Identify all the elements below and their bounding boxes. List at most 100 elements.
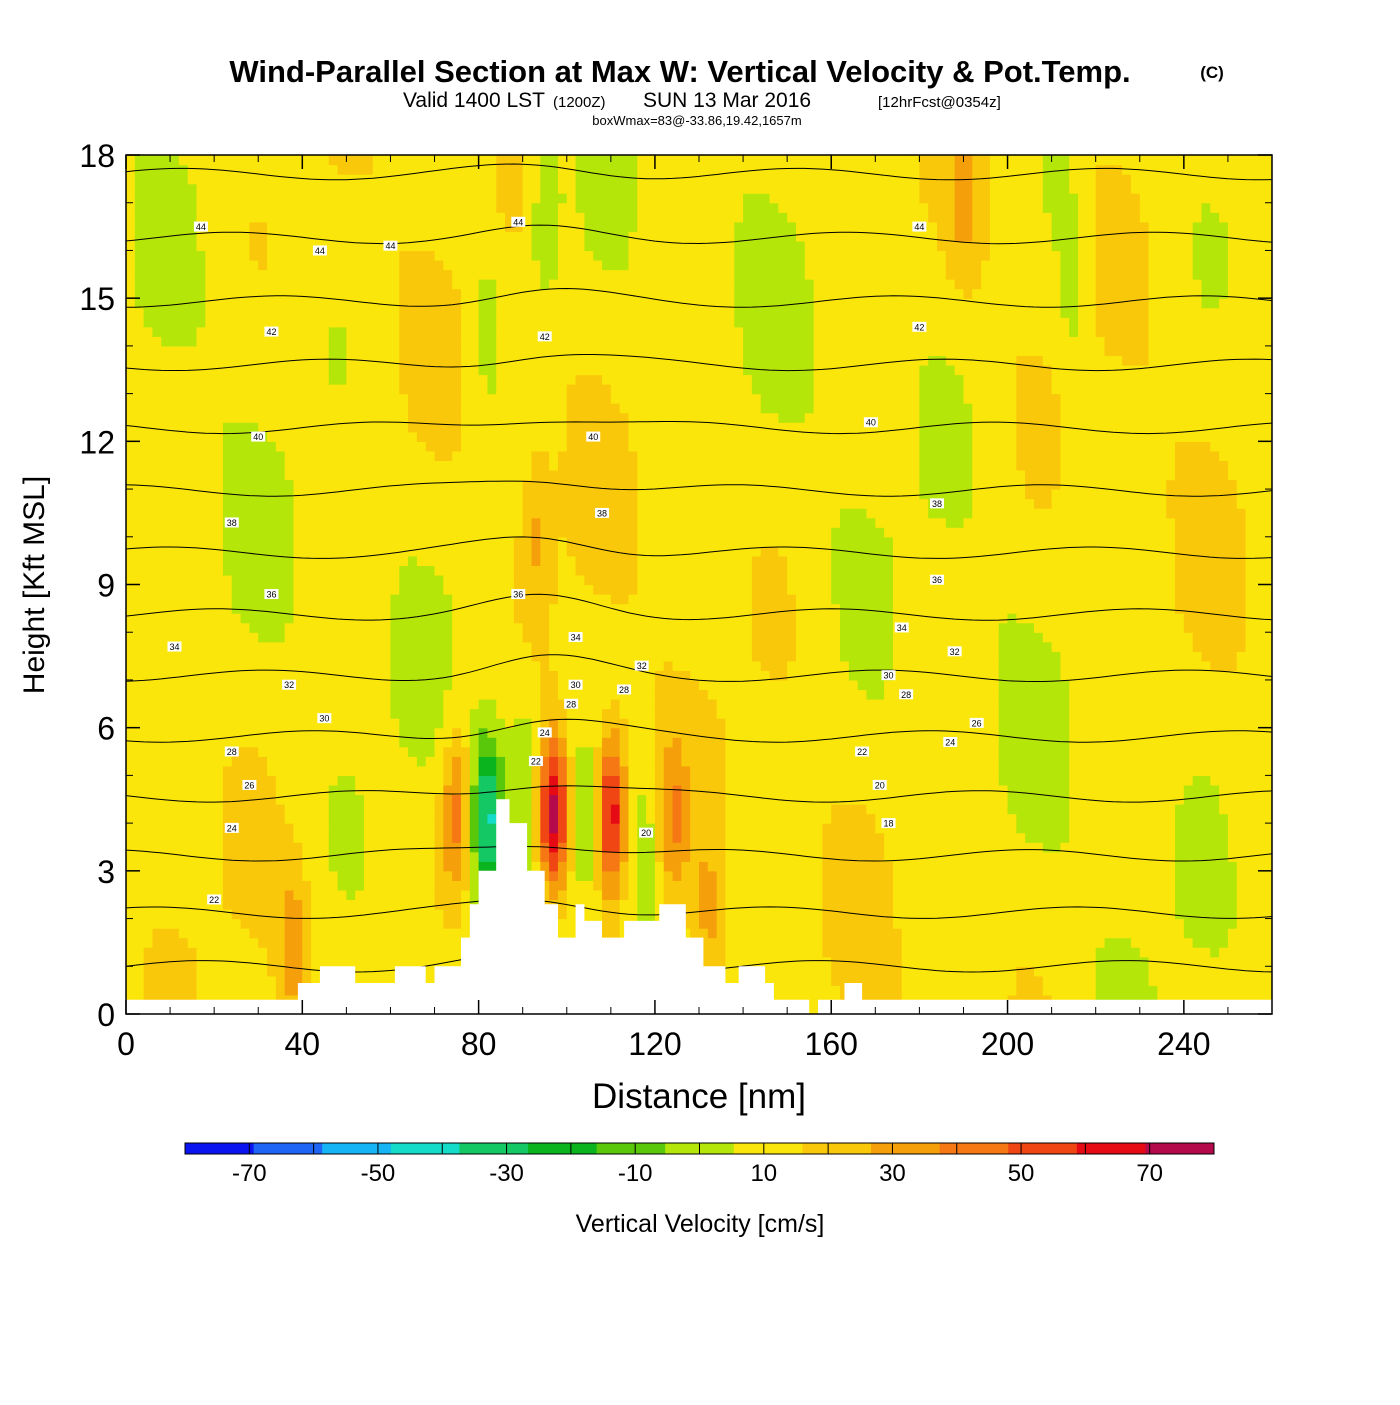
heat-cell [134, 937, 145, 948]
heat-cell [170, 403, 180, 414]
heat-cell [602, 374, 612, 385]
heat-cell [126, 689, 136, 700]
heat-cell [584, 498, 594, 509]
heat-cell [602, 355, 612, 366]
heat-cell [267, 842, 277, 853]
heat-cell [540, 345, 550, 357]
heat-cell [478, 460, 489, 471]
heat-cell [390, 813, 400, 824]
heat-cell [134, 307, 145, 318]
heat-cell [126, 307, 136, 318]
heat-cell [593, 498, 603, 509]
heat-cell [566, 670, 577, 681]
heat-cell [161, 355, 171, 366]
heat-cell [346, 498, 356, 509]
heat-cell [557, 202, 568, 213]
heat-cell [416, 450, 427, 462]
heat-cell [319, 183, 330, 194]
heat-cell [275, 374, 286, 385]
heat-cell [311, 517, 321, 528]
heat-cell [311, 813, 321, 824]
heat-cell [469, 727, 480, 738]
heat-cell [205, 966, 215, 977]
heat-cell [275, 307, 286, 318]
heat-cell [222, 364, 233, 376]
heat-cell [187, 603, 198, 614]
heat-cell [143, 813, 154, 824]
heat-cell [231, 498, 242, 509]
heat-cell [372, 775, 383, 786]
heat-cell [566, 508, 577, 519]
heat-cell [390, 317, 400, 328]
heat-cell [319, 622, 330, 633]
heat-cell [557, 155, 568, 156]
heat-cell [575, 889, 585, 901]
heat-cell [513, 527, 524, 538]
heat-cell [460, 737, 471, 748]
heat-cell [416, 813, 427, 824]
heat-cell [531, 221, 541, 232]
heat-cell [249, 155, 259, 166]
heat-cell [540, 517, 550, 528]
heat-cell [584, 422, 594, 433]
heat-cell [557, 746, 568, 757]
heat-cell [249, 622, 259, 633]
heat-cell [566, 660, 577, 671]
heat-cell [319, 937, 330, 948]
heat-cell [355, 393, 365, 404]
heat-cell [557, 298, 568, 309]
heat-cell [249, 899, 259, 910]
heat-cell [178, 355, 189, 366]
heat-cell [170, 345, 180, 357]
heat-cell [425, 212, 436, 223]
heat-cell [178, 985, 189, 996]
heat-cell [478, 307, 489, 318]
heat-cell [381, 804, 392, 815]
heat-cell [205, 784, 215, 796]
heat-cell [549, 517, 559, 528]
heat-cell [531, 679, 541, 691]
heat-cell [249, 374, 259, 385]
heat-cell [505, 632, 515, 643]
heat-cell [434, 670, 444, 681]
heat-cell [267, 498, 277, 509]
heat-cell [240, 212, 251, 223]
heat-cell [178, 765, 189, 776]
heat-cell [152, 326, 162, 337]
heat-cell [496, 355, 506, 366]
heat-cell [187, 813, 198, 824]
heat-cell [487, 155, 497, 156]
heat-cell [231, 727, 242, 738]
heat-cell [267, 679, 277, 691]
heat-cell [328, 212, 339, 223]
heat-cell [602, 851, 612, 862]
heat-cell [249, 412, 259, 423]
heat-cell [152, 909, 162, 920]
heat-cell [302, 403, 312, 414]
heat-cell [381, 651, 392, 662]
heat-cell [575, 708, 585, 719]
heat-cell [293, 689, 303, 700]
heat-cell [152, 613, 162, 624]
heat-cell [531, 441, 541, 452]
heat-cell [443, 889, 453, 901]
heat-cell [408, 928, 418, 939]
heat-cell [196, 155, 206, 156]
heat-cell [143, 193, 154, 204]
heat-cell [240, 574, 251, 586]
heat-cell [126, 288, 136, 299]
heat-cell [284, 307, 295, 318]
heat-cell [452, 174, 462, 185]
heat-cell [443, 355, 453, 366]
heat-cell [460, 746, 471, 757]
heat-cell [513, 651, 524, 662]
heat-cell [311, 870, 321, 881]
heat-cell [152, 784, 162, 796]
heat-cell [328, 508, 339, 519]
heat-cell [143, 326, 154, 337]
heat-cell [249, 555, 259, 567]
heat-cell [293, 832, 303, 843]
heat-cell [443, 536, 453, 547]
heat-cell [593, 288, 603, 299]
heat-cell [143, 861, 154, 872]
